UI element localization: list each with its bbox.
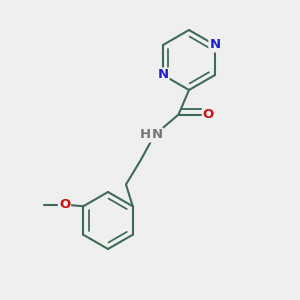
Text: N: N: [209, 38, 220, 52]
Text: N: N: [151, 128, 163, 142]
Text: O: O: [203, 108, 214, 121]
Text: H: H: [139, 128, 151, 142]
Text: N: N: [158, 68, 169, 82]
Text: O: O: [59, 198, 70, 211]
